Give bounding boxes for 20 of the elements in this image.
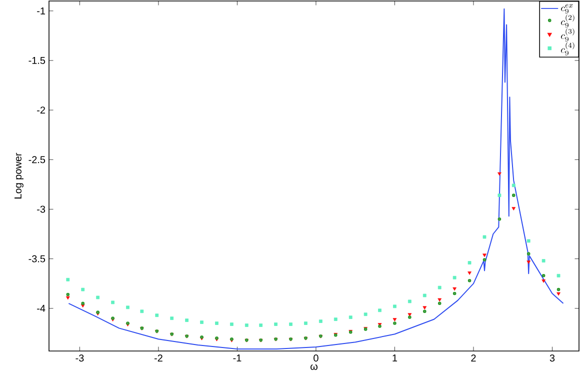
x-tick-label: 2	[471, 354, 476, 362]
x-tick-label: -1	[233, 354, 242, 362]
y-tick-label: -2.5	[28, 156, 46, 164]
y-tick-label: -3.5	[28, 255, 46, 262]
y-tick-label: -3	[37, 206, 46, 213]
legend-label: $c_9^{ex}$	[561, 4, 573, 14]
y-tick-label: -2	[37, 106, 45, 114]
y-tick-label: -1.5	[28, 57, 46, 64]
legend-label: $c_9^{(4)}$	[561, 42, 574, 56]
x-tick-label: 0	[314, 354, 318, 362]
x-tick-label: 3	[550, 354, 555, 362]
x-tick-label: -3	[76, 354, 84, 362]
y-axis-title: Log power	[14, 152, 24, 198]
x-tick-label: 1	[392, 354, 398, 362]
x-axis-title: ω	[310, 364, 318, 370]
y-tick-label: -1	[37, 7, 45, 14]
x-tick-label: -2	[154, 354, 162, 362]
y-tick-label: -4	[37, 304, 46, 312]
legend-label: $c_9^{(3)}$	[561, 28, 574, 42]
legend-label: $c_9^{(2)}$	[561, 14, 574, 28]
